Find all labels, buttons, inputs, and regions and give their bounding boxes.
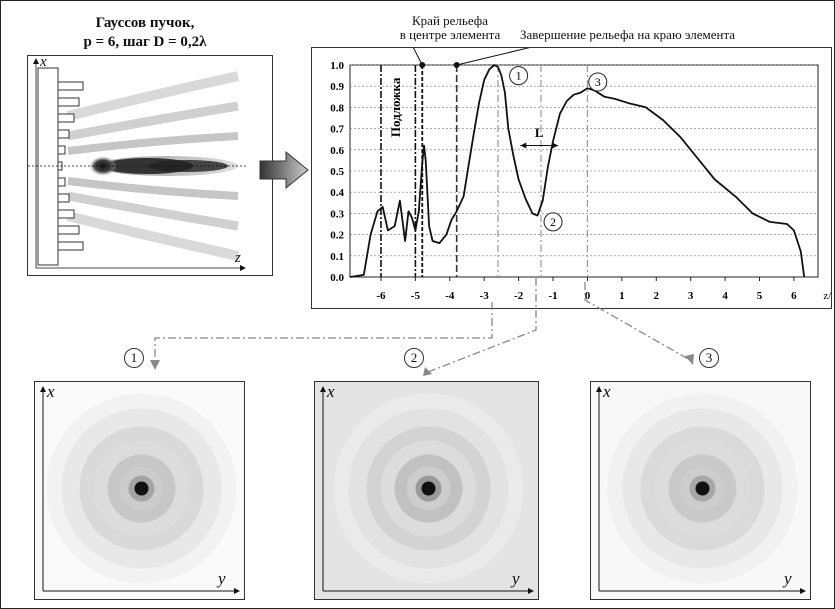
intensity-axis-y-label: y — [218, 569, 226, 588]
y-tick-label: 0.2 — [330, 230, 344, 242]
relief-edge-line-1: Край рельефа — [412, 13, 488, 28]
intensity-axis-x-label: x — [327, 382, 335, 401]
intensity-axis-x-label: x — [47, 382, 55, 401]
x-tick-label: 3 — [688, 290, 694, 302]
chart-marker-circle — [543, 212, 563, 232]
x-tick-label: 0 — [585, 290, 591, 302]
y-tick-label: 0.9 — [330, 81, 344, 93]
relief-end-leader — [456, 39, 562, 66]
marker-1-bottom: 1 — [124, 348, 144, 368]
side-lobes — [66, 71, 240, 261]
x-tick-label: 1 — [619, 290, 625, 302]
y-tick-label: 0.8 — [330, 102, 344, 114]
x-tick-label: -5 — [411, 290, 421, 302]
beam-simulation-panel: x z — [27, 54, 273, 276]
figure-title: Гауссов пучок, p = 6, шаг D = 0,2λ — [40, 14, 250, 52]
chart-marker-label: 1 — [516, 69, 522, 83]
y-tick-label: 0.7 — [330, 124, 344, 136]
x-tick-label: 2 — [654, 290, 660, 302]
x-tick-label: 6 — [791, 290, 797, 302]
chart-panel: 0.0 0.1 0.2 0.3 0.4 0.5 0.6 0.7 0.8 0.9 1.0 -6 -5 -4 -… — [311, 39, 835, 309]
y-tick-label: 0.5 — [330, 166, 344, 178]
arrow-right-icon — [259, 150, 309, 190]
relief-edge-center-annotation: Край рельефа в центре элемента — [380, 14, 520, 42]
x-tick-label: 4 — [722, 290, 728, 302]
y-tick-label: 1.0 — [330, 60, 344, 72]
intensity-curve — [349, 64, 806, 278]
chart-marker-circle — [509, 66, 529, 86]
chart-marker-circle — [588, 72, 608, 92]
relief-steps — [57, 81, 84, 251]
chart-marker-label: 3 — [595, 75, 601, 89]
x-tick-label: 5 — [757, 290, 763, 302]
intensity-image — [591, 382, 810, 599]
marker-3-bottom: 3 — [699, 348, 719, 368]
substrate-label: Подложка — [388, 77, 403, 137]
L-label: L — [535, 125, 544, 140]
sim-axis-x-label: x — [40, 54, 47, 70]
intensity-axis-y-label: y — [784, 569, 792, 588]
intensity-chart: 0.0 0.1 0.2 0.3 0.4 0.5 0.6 0.7 0.8 0.9 1.0 -6 -5 -4 -… — [330, 39, 835, 302]
x-tick-label: -6 — [376, 290, 386, 302]
title-line-1: Гауссов пучок, — [95, 15, 195, 31]
y-tick-label: 0.3 — [330, 208, 344, 220]
chart-marker-label: 2 — [550, 215, 556, 229]
marker-2-bottom: 2 — [404, 348, 424, 368]
title-line-2: p = 6, шаг D = 0,2λ — [83, 34, 207, 50]
intensity-image — [35, 382, 244, 599]
intensity-axis-y-label: y — [512, 569, 520, 588]
relief-edge-leader — [410, 42, 423, 66]
x-tick-label: -2 — [514, 290, 524, 302]
y-tick-label: 0.0 — [330, 272, 344, 284]
x-tick-label: -1 — [548, 290, 557, 302]
relief-edge-dot — [419, 62, 426, 68]
beam-simulation-image — [28, 58, 248, 271]
y-tick-label: 0.1 — [330, 251, 344, 263]
intensity-axis-x-label: x — [603, 382, 611, 401]
intensity-image — [315, 382, 538, 599]
relief-edge-line-2: в центре элемента — [399, 27, 501, 42]
x-axis-label: z/λ — [823, 290, 831, 302]
y-tick-label: 0.6 — [330, 145, 344, 157]
sim-axis-z-label: z — [235, 250, 241, 266]
relief-end-dot — [453, 62, 460, 68]
x-tick-label: -3 — [480, 290, 490, 302]
x-tick-label: -4 — [445, 290, 455, 302]
y-tick-label: 0.4 — [330, 187, 344, 199]
relief-end-annotation: Завершение рельефа на краю элемента — [520, 27, 736, 42]
